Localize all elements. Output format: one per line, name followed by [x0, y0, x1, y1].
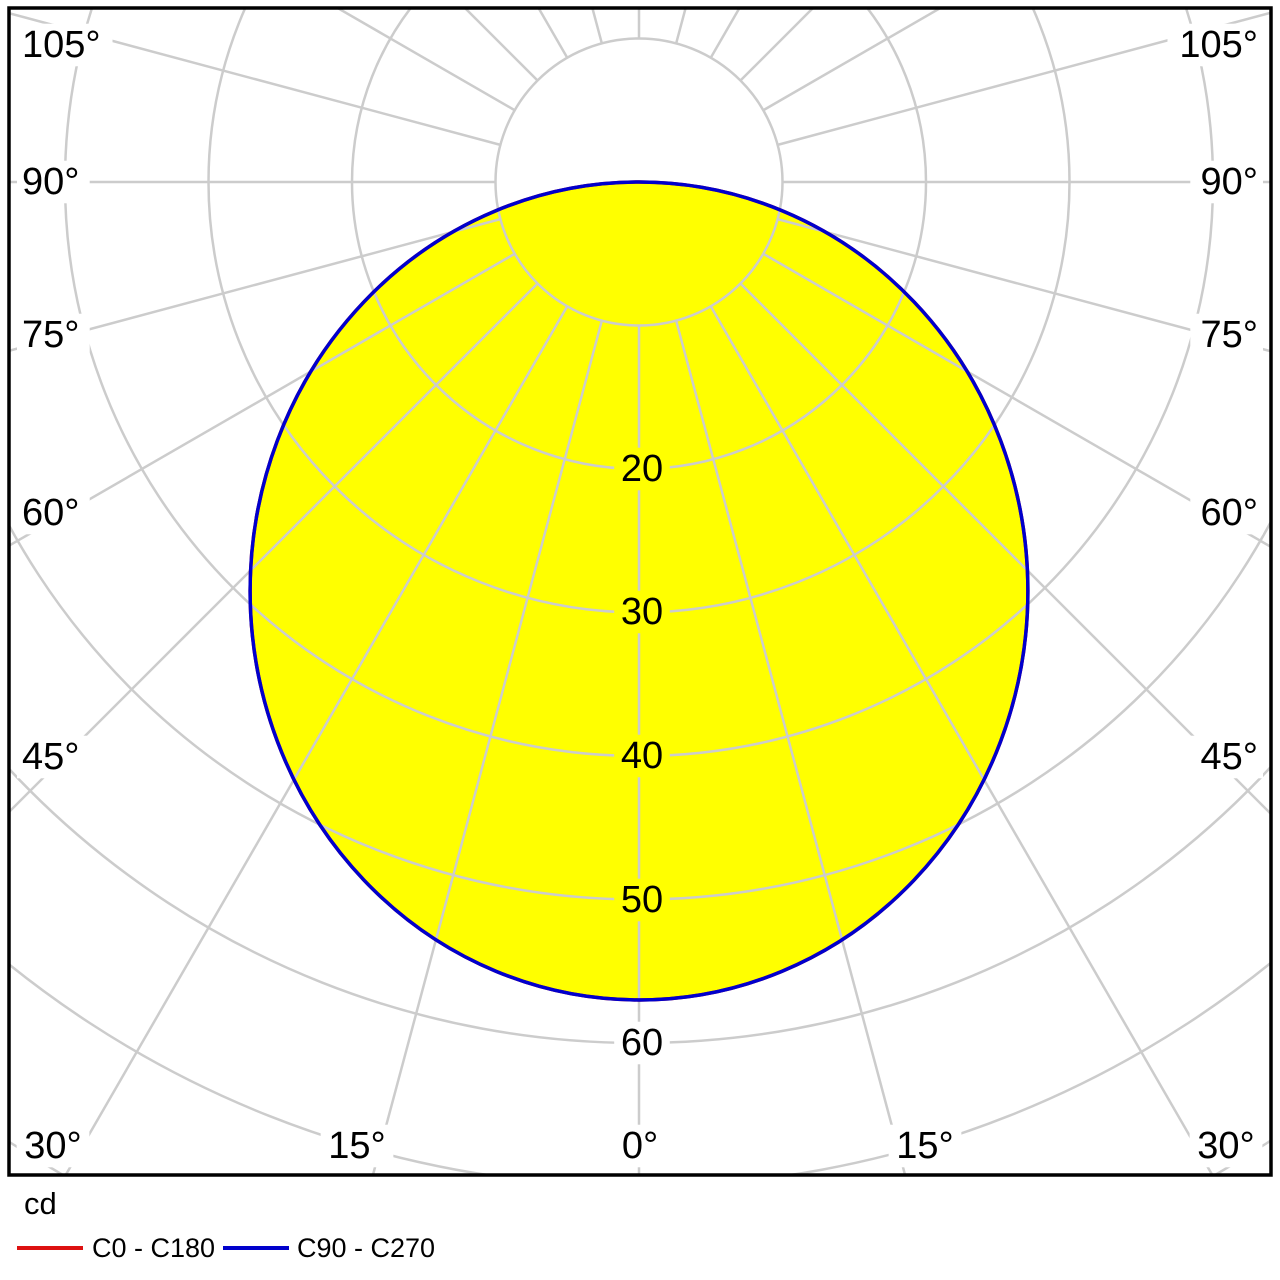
angle-label-left-75°-backdrop	[17, 313, 90, 357]
radial-tick-label-30: 30	[621, 591, 663, 633]
radial-tick-label-20-backdrop	[614, 447, 670, 491]
curve-c90-c270	[248, 180, 1030, 1002]
grid-ray-45deg	[9, 282, 539, 814]
angle-label-bottom-15°: 15°	[328, 1125, 385, 1167]
grid-ray-75deg	[777, 217, 1271, 353]
angle-label-left-45°-backdrop	[17, 735, 90, 779]
radial-tick-label-50-backdrop	[614, 878, 670, 922]
angle-label-right-45°: 45°	[1201, 736, 1258, 778]
grid-ray-105deg	[9, 11, 501, 147]
angle-label-bottom-15°-backdrop	[888, 1124, 962, 1168]
grid-ray-45deg	[739, 282, 1271, 816]
grid-ray-60deg	[9, 252, 516, 548]
angle-label-left-60°-backdrop	[17, 491, 90, 535]
radial-tick-label-50: 50	[621, 879, 663, 921]
angle-label-right-60°-backdrop	[1190, 491, 1263, 535]
chart-frame	[7, 6, 1273, 1177]
angle-label-bottom-0°: 0°	[622, 1125, 658, 1167]
angle-label-bottom-15°: 15°	[896, 1125, 953, 1167]
angle-label-left-90°: 90°	[22, 161, 79, 203]
angle-label-bottom-30°-backdrop	[16, 1124, 90, 1168]
grid-ray-15deg	[371, 320, 604, 1175]
grid-ray-15deg	[674, 320, 907, 1175]
legend-label-c0-c180: C0 - C180	[92, 1233, 216, 1263]
angle-label-left-90°-backdrop	[17, 160, 90, 204]
radial-tick-label-60-backdrop	[614, 1021, 670, 1065]
angle-label-right-75°-backdrop	[1190, 313, 1263, 357]
radial-tick-label-40: 40	[621, 735, 663, 777]
angle-label-bottom-30°: 30°	[24, 1125, 81, 1167]
angle-label-bottom-30°-backdrop	[1189, 1124, 1263, 1168]
angle-label-right-45°-backdrop	[1190, 735, 1263, 779]
photometric-polar-chart: 105° 90° 75° 60° 45° 105° 90° 75° 60° 45° 30° 15° 0°…	[7, 6, 1273, 1177]
grid-ray-30deg	[709, 305, 1214, 1175]
grid-ray-105deg	[777, 11, 1271, 147]
angle-label-left-60°: 60°	[22, 492, 79, 534]
angle-label-right-60°: 60°	[1201, 492, 1258, 534]
legend: C0 - C180 C90 - C270	[0, 1228, 1280, 1272]
angle-label-right-105°: 105°	[1179, 24, 1258, 66]
angle-label-left-105°: 105°	[22, 24, 101, 66]
legend-label-c90-c270: C90 - C270	[297, 1233, 436, 1263]
angle-label-right-75°: 75°	[1201, 314, 1258, 356]
legend-line-c90-c270	[223, 1246, 289, 1250]
angle-label-right-105°-backdrop	[1167, 23, 1263, 67]
radial-tick-label-20: 20	[621, 448, 663, 490]
angle-label-bottom-15°-backdrop	[320, 1124, 394, 1168]
angle-label-left-45°: 45°	[22, 736, 79, 778]
radial-tick-label-60: 60	[621, 1022, 663, 1064]
legend-unit-label: cd	[24, 1186, 57, 1221]
grid-ray-30deg	[64, 305, 569, 1175]
legend-line-c0-c180	[17, 1246, 83, 1250]
angle-label-right-90°: 90°	[1201, 161, 1258, 203]
angle-label-bottom-30°: 30°	[1197, 1125, 1254, 1167]
angle-label-bottom-0°-backdrop	[615, 1124, 665, 1168]
radial-tick-label-40-backdrop	[614, 734, 670, 778]
grid-ray-60deg	[762, 252, 1271, 549]
angle-label-right-90°-backdrop	[1190, 160, 1263, 204]
radial-tick-label-30-backdrop	[614, 590, 670, 634]
grid-ray-75deg	[9, 217, 501, 353]
angle-label-left-75°: 75°	[22, 314, 79, 356]
plot-area: 105° 90° 75° 60° 45° 105° 90° 75° 60° 45° 30° 15° 0°…	[9, 8, 1271, 1175]
angle-label-left-105°-backdrop	[17, 23, 113, 67]
